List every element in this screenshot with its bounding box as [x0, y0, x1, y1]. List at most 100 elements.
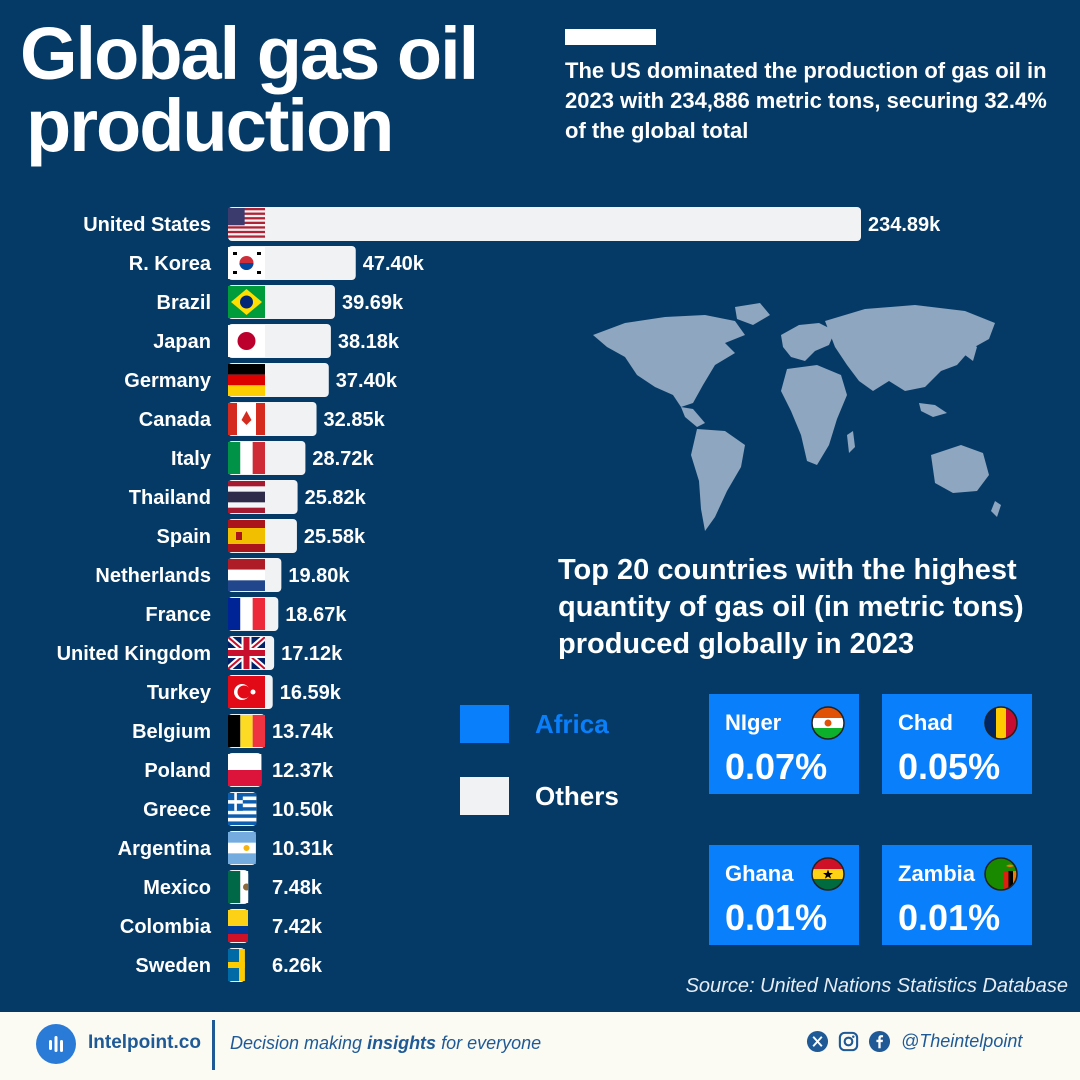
niger-flag-icon: [811, 706, 845, 740]
bar-row-r-korea: R. Korea 47.40k: [129, 246, 425, 280]
value-label: 25.82k: [305, 487, 367, 509]
card-country-name: Chad: [898, 710, 953, 735]
value-label: 13.74k: [272, 721, 334, 743]
value-label: 25.58k: [304, 526, 366, 548]
category-label: Turkey: [147, 682, 212, 704]
instagram-icon[interactable]: [837, 1030, 860, 1053]
value-label: 32.85k: [324, 409, 386, 431]
social-links: @Theintelpoint: [806, 1030, 1022, 1053]
category-label: United Kingdom: [57, 643, 211, 665]
bar-row-brazil: Brazil 39.69k: [157, 285, 404, 319]
th-flag-icon: [228, 481, 265, 513]
value-label: 7.48k: [272, 877, 323, 899]
pl-flag-icon: [228, 754, 262, 786]
legend-label-others: Others: [535, 780, 619, 811]
facebook-icon[interactable]: [868, 1030, 891, 1053]
brand-name[interactable]: Intelpoint.co: [88, 1032, 201, 1053]
zambia-flag-icon: [984, 857, 1018, 891]
category-label: Italy: [171, 448, 212, 470]
card-percentage: 0.01%: [725, 897, 828, 938]
ar-flag-icon: [228, 832, 256, 864]
africa-card-chad: Chad 0.05%: [882, 694, 1032, 794]
bar-row-sweden: Sweden 6.26k: [135, 948, 323, 982]
es-flag-icon: [228, 520, 265, 552]
footer-divider: [212, 1020, 215, 1070]
bar-row-france: France 18.67k: [145, 597, 347, 631]
it-flag-icon: [228, 442, 265, 474]
category-label: United States: [83, 214, 211, 236]
legend-swatch-africa: [460, 705, 509, 743]
value-label: 6.26k: [272, 955, 323, 977]
bar-row-japan: Japan 38.18k: [153, 324, 400, 358]
value-label: 39.69k: [342, 292, 404, 314]
category-label: Argentina: [118, 838, 212, 860]
category-label: Thailand: [129, 487, 211, 509]
footer: Intelpoint.co Decision making insights f…: [0, 1012, 1080, 1080]
title-line-2: production: [26, 84, 394, 167]
category-label: Canada: [139, 409, 212, 431]
value-label: 12.37k: [272, 760, 334, 782]
bar-row-thailand: Thailand 25.82k: [129, 480, 367, 514]
mx-flag-icon: [228, 871, 249, 903]
intelpoint-logo-icon[interactable]: [36, 1024, 76, 1064]
bar-row-mexico: Mexico 7.48k: [143, 870, 323, 904]
bar-row-poland: Poland 12.37k: [144, 753, 334, 787]
bar-row-argentina: Argentina 10.31k: [118, 831, 334, 865]
category-label: Japan: [153, 331, 211, 353]
category-label: Brazil: [157, 292, 211, 314]
be-flag-icon: [228, 715, 265, 747]
bar-row-canada: Canada 32.85k: [139, 402, 386, 436]
social-handle[interactable]: @Theintelpoint: [901, 1031, 1023, 1051]
bar-row-greece: Greece 10.50k: [143, 792, 334, 826]
value-label: 38.18k: [338, 331, 400, 353]
bar-row-united-states: United States 234.89k: [83, 207, 941, 241]
tagline: Decision making insights for everyone: [230, 1033, 541, 1054]
category-label: Greece: [143, 799, 211, 821]
value-label: 234.89k: [868, 214, 941, 236]
ghana-flag-icon: [811, 857, 845, 891]
de-flag-icon: [228, 364, 265, 396]
value-label: 18.67k: [285, 604, 347, 626]
africa-card-ghana: Ghana 0.01%: [709, 845, 859, 945]
africa-card-niger: NIger 0.07%: [709, 694, 859, 794]
bar-chart: United States 234.89k R. Korea 47.40k Brazil…: [57, 207, 941, 982]
x-twitter-icon[interactable]: [806, 1030, 829, 1053]
se-flag-icon: [228, 949, 245, 981]
tagline-start: Decision making: [230, 1033, 368, 1053]
subtitle: The US dominated the production of gas o…: [565, 58, 1047, 143]
page-title: Global gas oil production: [20, 17, 479, 167]
chart-caption: Top 20 countries with the highest quanti…: [558, 554, 1024, 660]
bar-row-colombia: Colombia 7.42k: [120, 909, 323, 943]
source-note: Source: United Nations Statistics Databa…: [685, 975, 1068, 997]
bar-row-spain: Spain 25.58k: [157, 519, 366, 553]
value-label: 28.72k: [312, 448, 374, 470]
card-percentage: 0.05%: [898, 746, 1001, 787]
bar-row-italy: Italy 28.72k: [171, 441, 374, 475]
value-label: 19.80k: [288, 565, 350, 587]
category-label: Netherlands: [95, 565, 211, 587]
card-country-name: NIger: [725, 710, 782, 735]
br-flag-icon: [228, 286, 265, 318]
legend-item-africa: Africa: [460, 705, 609, 743]
category-label: Poland: [144, 760, 211, 782]
value-label: 10.31k: [272, 838, 334, 860]
us-flag-icon: [228, 208, 265, 238]
gb-flag-icon: [228, 637, 265, 669]
value-label: 47.40k: [363, 253, 425, 275]
card-country-name: Ghana: [725, 861, 794, 886]
legend-label-africa: Africa: [535, 708, 609, 739]
category-label: Mexico: [143, 877, 211, 899]
africa-card-zambia: Zambia 0.01%: [882, 845, 1032, 945]
category-label: France: [145, 604, 211, 626]
category-label: Germany: [124, 370, 212, 392]
card-country-name: Zambia: [898, 861, 976, 886]
category-label: Spain: [157, 526, 211, 548]
bar-row-turkey: Turkey 16.59k: [147, 675, 342, 709]
bar-row-belgium: Belgium 13.74k: [132, 714, 334, 748]
card-percentage: 0.01%: [898, 897, 1001, 938]
value-label: 17.12k: [281, 643, 343, 665]
bar-row-germany: Germany 37.40k: [124, 363, 398, 397]
category-label: Belgium: [132, 721, 211, 743]
gr-flag-icon: [228, 793, 257, 825]
value-label: 10.50k: [272, 799, 334, 821]
